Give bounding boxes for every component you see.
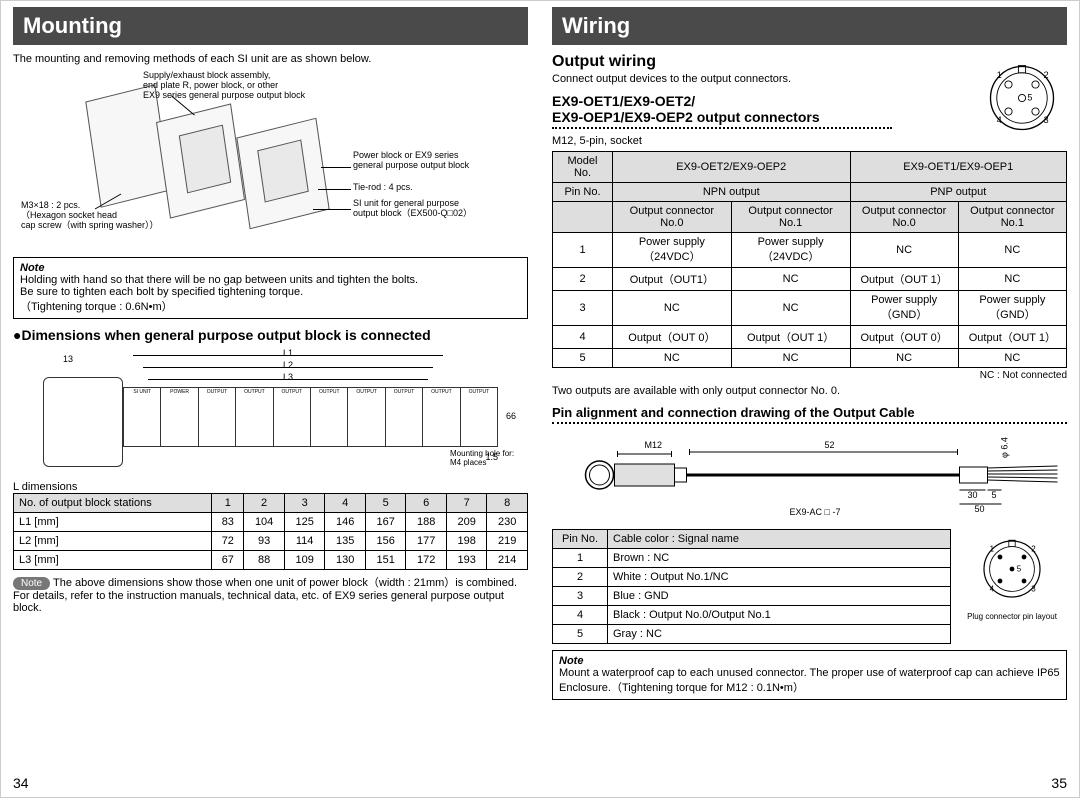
mounting-header: Mounting xyxy=(13,7,528,45)
svg-text:φ 6.4: φ 6.4 xyxy=(1000,437,1010,458)
pin-1: 1 xyxy=(997,70,1002,80)
right-page: Wiring 1 2 3 4 5 Output wiring Connect o… xyxy=(540,1,1079,797)
dim-l1: L1 xyxy=(283,349,293,359)
page-number-right: 35 xyxy=(1051,775,1067,791)
connector-heading-2: EX9-OEP1/EX9-OEP2 output connectors xyxy=(552,109,892,129)
dim-66: 66 xyxy=(506,412,516,422)
dimension-figure: SI UNIT POWER OUTPUT OUTPUT OUTPUT OUTPU… xyxy=(13,347,528,477)
dim-l3: L3 xyxy=(283,373,293,383)
isometric-figure: Supply/exhaust block assembly, end plate… xyxy=(13,71,528,251)
svg-text:M12: M12 xyxy=(645,440,663,450)
mounting-intro: The mounting and removing methods of eac… xyxy=(13,53,528,65)
svg-text:30: 30 xyxy=(968,490,978,500)
dimensions-heading: ●Dimensions when general purpose output … xyxy=(13,327,528,343)
svg-text:4: 4 xyxy=(990,584,995,593)
pin-diagram-socket: 1 2 3 4 5 xyxy=(977,53,1067,146)
callout-screws: M3×18 : 2 pcs. （Hexagon socket head cap … xyxy=(21,201,159,231)
dim-l2: L2 xyxy=(283,361,293,371)
plug-caption: Plug connector pin layout xyxy=(957,612,1067,621)
dim-13: 13 xyxy=(63,355,73,365)
dim-m4: Mounting hole for: M4 places xyxy=(450,450,530,468)
pin-2: 2 xyxy=(1044,70,1049,80)
pin-5: 5 xyxy=(1027,93,1032,103)
dim-note-text: The above dimensions show those when one… xyxy=(13,577,517,614)
wiring-note-body: Mount a waterproof cap to each unused co… xyxy=(559,667,1060,694)
svg-text:EX9-AC □ -7: EX9-AC □ -7 xyxy=(790,507,841,517)
two-outputs-note: Two outputs are available with only outp… xyxy=(552,385,1067,397)
wiring-note-title: Note xyxy=(559,655,583,667)
svg-text:5: 5 xyxy=(1017,564,1022,573)
cable-figure: M12 52 30 5 50 φ 6.4 EX9-AC □ -7 xyxy=(552,430,1067,525)
callout-tie-rod: Tie-rod : 4 pcs. xyxy=(353,183,413,193)
wiring-header: Wiring xyxy=(552,7,1067,45)
l-dimensions-caption: L dimensions xyxy=(13,481,528,493)
svg-text:50: 50 xyxy=(975,504,985,514)
callout-supply-block: Supply/exhaust block assembly, end plate… xyxy=(143,71,305,101)
dimension-table: No. of output block stations 12 34 56 78… xyxy=(13,493,528,570)
note-title: Note xyxy=(20,262,44,274)
svg-text:5: 5 xyxy=(992,490,997,500)
pin-4: 4 xyxy=(997,115,1002,125)
plug-pin-diagram: 1 2 3 4 5 Plug connector pin layout xyxy=(957,529,1067,621)
nc-not-connected: NC : Not connected xyxy=(552,370,1067,381)
output-connector-table: Model No. EX9-OET2/EX9-OEP2 EX9-OET1/EX9… xyxy=(552,151,1067,368)
pin-alignment-heading: Pin alignment and connection drawing of … xyxy=(552,405,1067,424)
page-number-left: 34 xyxy=(13,775,29,791)
svg-text:1: 1 xyxy=(990,544,995,553)
mounting-note: Note Holding with hand so that there wil… xyxy=(13,257,528,319)
dim-footnote: Note The above dimensions show those whe… xyxy=(13,574,528,614)
cable-color-table: Pin No.Cable color : Signal name 1Brown … xyxy=(552,529,951,644)
wiring-note: Note Mount a waterproof cap to each unus… xyxy=(552,650,1067,700)
callout-power-block: Power block or EX9 series general purpos… xyxy=(353,151,469,171)
svg-text:52: 52 xyxy=(825,440,835,450)
note-body: Holding with hand so that there will be … xyxy=(20,274,418,313)
svg-text:2: 2 xyxy=(1031,544,1036,553)
note-pill: Note xyxy=(13,577,50,590)
svg-text:3: 3 xyxy=(1031,584,1036,593)
pin-3: 3 xyxy=(1044,115,1049,125)
callout-si-unit: SI unit for general purpose output block… xyxy=(353,199,472,219)
left-page: Mounting The mounting and removing metho… xyxy=(1,1,540,797)
